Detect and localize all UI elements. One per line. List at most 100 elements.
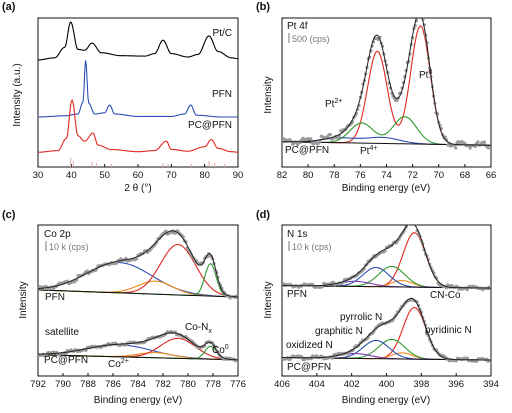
x-tick-label: 76 [355,170,366,181]
scale-label-b: 500 (cps) [292,34,330,44]
x-tick-label: 72 [407,170,418,181]
panel-label-d: (d) [256,209,270,221]
x-tick-label: 786 [105,379,121,390]
sample-label-pcpfn-d: PC@PFN [287,362,331,373]
fit-envelope-1 [38,332,238,361]
raw-data-points [282,9,491,150]
data-point [454,359,458,363]
x-tick-label: 80 [199,170,210,181]
data-point [465,356,469,360]
data-point [489,284,491,288]
x-tick-label: 74 [381,170,392,181]
x-tick-label: 402 [344,379,360,390]
x-axis-label-d: Binding energy (eV) [342,395,430,406]
data-point [476,140,480,144]
data-point [473,144,477,149]
data-point [236,293,238,297]
x-tick-label: 782 [155,379,171,390]
x-ticks-a: 30 40 50 60 70 80 90 [33,164,244,181]
data-point [420,14,423,17]
x-ticks-c: 792 790 788 786 784 782 780 778 776 [30,373,246,390]
n1s-curves [282,220,491,363]
scale-label-c: 10 k (cps) [49,242,89,252]
background-line-0 [38,289,238,298]
y-axis-label-c: Intensity [18,281,29,318]
x-tick-label: 406 [274,379,290,390]
x-tick-label: 30 [33,170,44,181]
panel-label-a: (a) [2,1,16,13]
sample-label-pcpfn-c: PC@PFN [44,355,88,366]
plot-frame-a [37,17,239,168]
data-point [115,261,119,265]
data-point [328,132,332,137]
data-point [416,11,419,14]
x-axis-label-c: Binding energy (eV) [94,395,182,406]
annotation-co2: Co2+ [108,358,129,370]
co2p-curves [38,229,238,363]
x-tick-label: 80 [303,170,314,181]
annotation-oxidized: oxidized N [286,340,333,351]
data-point [84,348,88,352]
data-point [410,220,413,223]
x-tick-label: 792 [30,379,46,390]
fit-envelope-1 [282,297,491,361]
x-tick-label: 394 [483,379,499,390]
x-tick-label: 60 [133,170,144,181]
legend-ptc: Pt/C [213,28,232,39]
x-tick-label: 778 [205,379,221,390]
data-point [164,229,168,233]
xrd-series-1 [38,60,238,118]
data-point [456,140,460,144]
annotation-pt2: Pt2+ [325,98,342,110]
data-point [463,141,467,145]
data-point [411,220,414,223]
data-point [288,357,292,361]
title-d: N 1s [287,229,308,240]
y-axis-label-a: Intensity (a.u.) [12,63,23,126]
legend-pfn: PFN [212,89,232,100]
title-c: Co 2p [44,229,71,240]
x-tick-label: 788 [80,379,96,390]
annotation-conx: Co-Nx [185,322,212,335]
data-point [318,140,322,144]
annotation-pyridinic: pyridinic N [425,325,472,336]
data-point [419,12,422,15]
x-tick-label: 90 [233,170,244,181]
x-tick-label: 404 [309,379,325,390]
data-point [282,136,285,141]
x-tick-label: 66 [486,170,497,181]
xrd-series-0 [38,21,238,61]
x-tick-label: 400 [379,379,395,390]
data-point [296,143,300,147]
x-tick-label: 70 [166,170,177,181]
y-axis-label-d: Intensity [263,281,274,318]
x-axis-label-a: 2 θ (°) [124,183,151,194]
panel-c: (c) Co 2p 10 k (cps) 792 790 788 786 784 782 7… [2,209,246,406]
x-axis-label-b: Binding energy (eV) [342,183,430,194]
fit-envelope [282,18,491,146]
panel-b: (b) Pt 4f 500 (cps) 82 80 78 76 74 72 70 68 66 I… [256,1,496,194]
annotation-co0: Co0 [212,344,229,356]
reference-lines [70,158,226,167]
panel-d: (d) N 1s 10 k (cps) 406 404 402 400 398 396 39… [256,209,499,406]
panel-label-b: (b) [256,1,270,13]
data-point [331,280,336,284]
annotation-cn-co: CN-Co [430,290,461,301]
legend-pcpfn: PC@PFN [188,120,232,131]
data-point [418,9,421,12]
scale-label-d: 10 k (cps) [292,242,332,252]
background-line-1 [38,354,238,361]
pt4f-curves [282,9,491,150]
data-point [482,140,487,144]
panel-label-c: (c) [2,209,16,221]
data-point [409,221,412,224]
annotation-pyrrolic: pyrrolic N [340,312,382,323]
x-tick-label: 780 [180,379,196,390]
sample-label-pfn-c: PFN [45,292,65,303]
fit-envelope-0 [38,230,238,298]
x-tick-label: 790 [55,379,71,390]
title-b: Pt 4f [287,21,308,32]
y-axis-label-b: Intensity [263,76,274,113]
x-tick-label: 50 [99,170,110,181]
